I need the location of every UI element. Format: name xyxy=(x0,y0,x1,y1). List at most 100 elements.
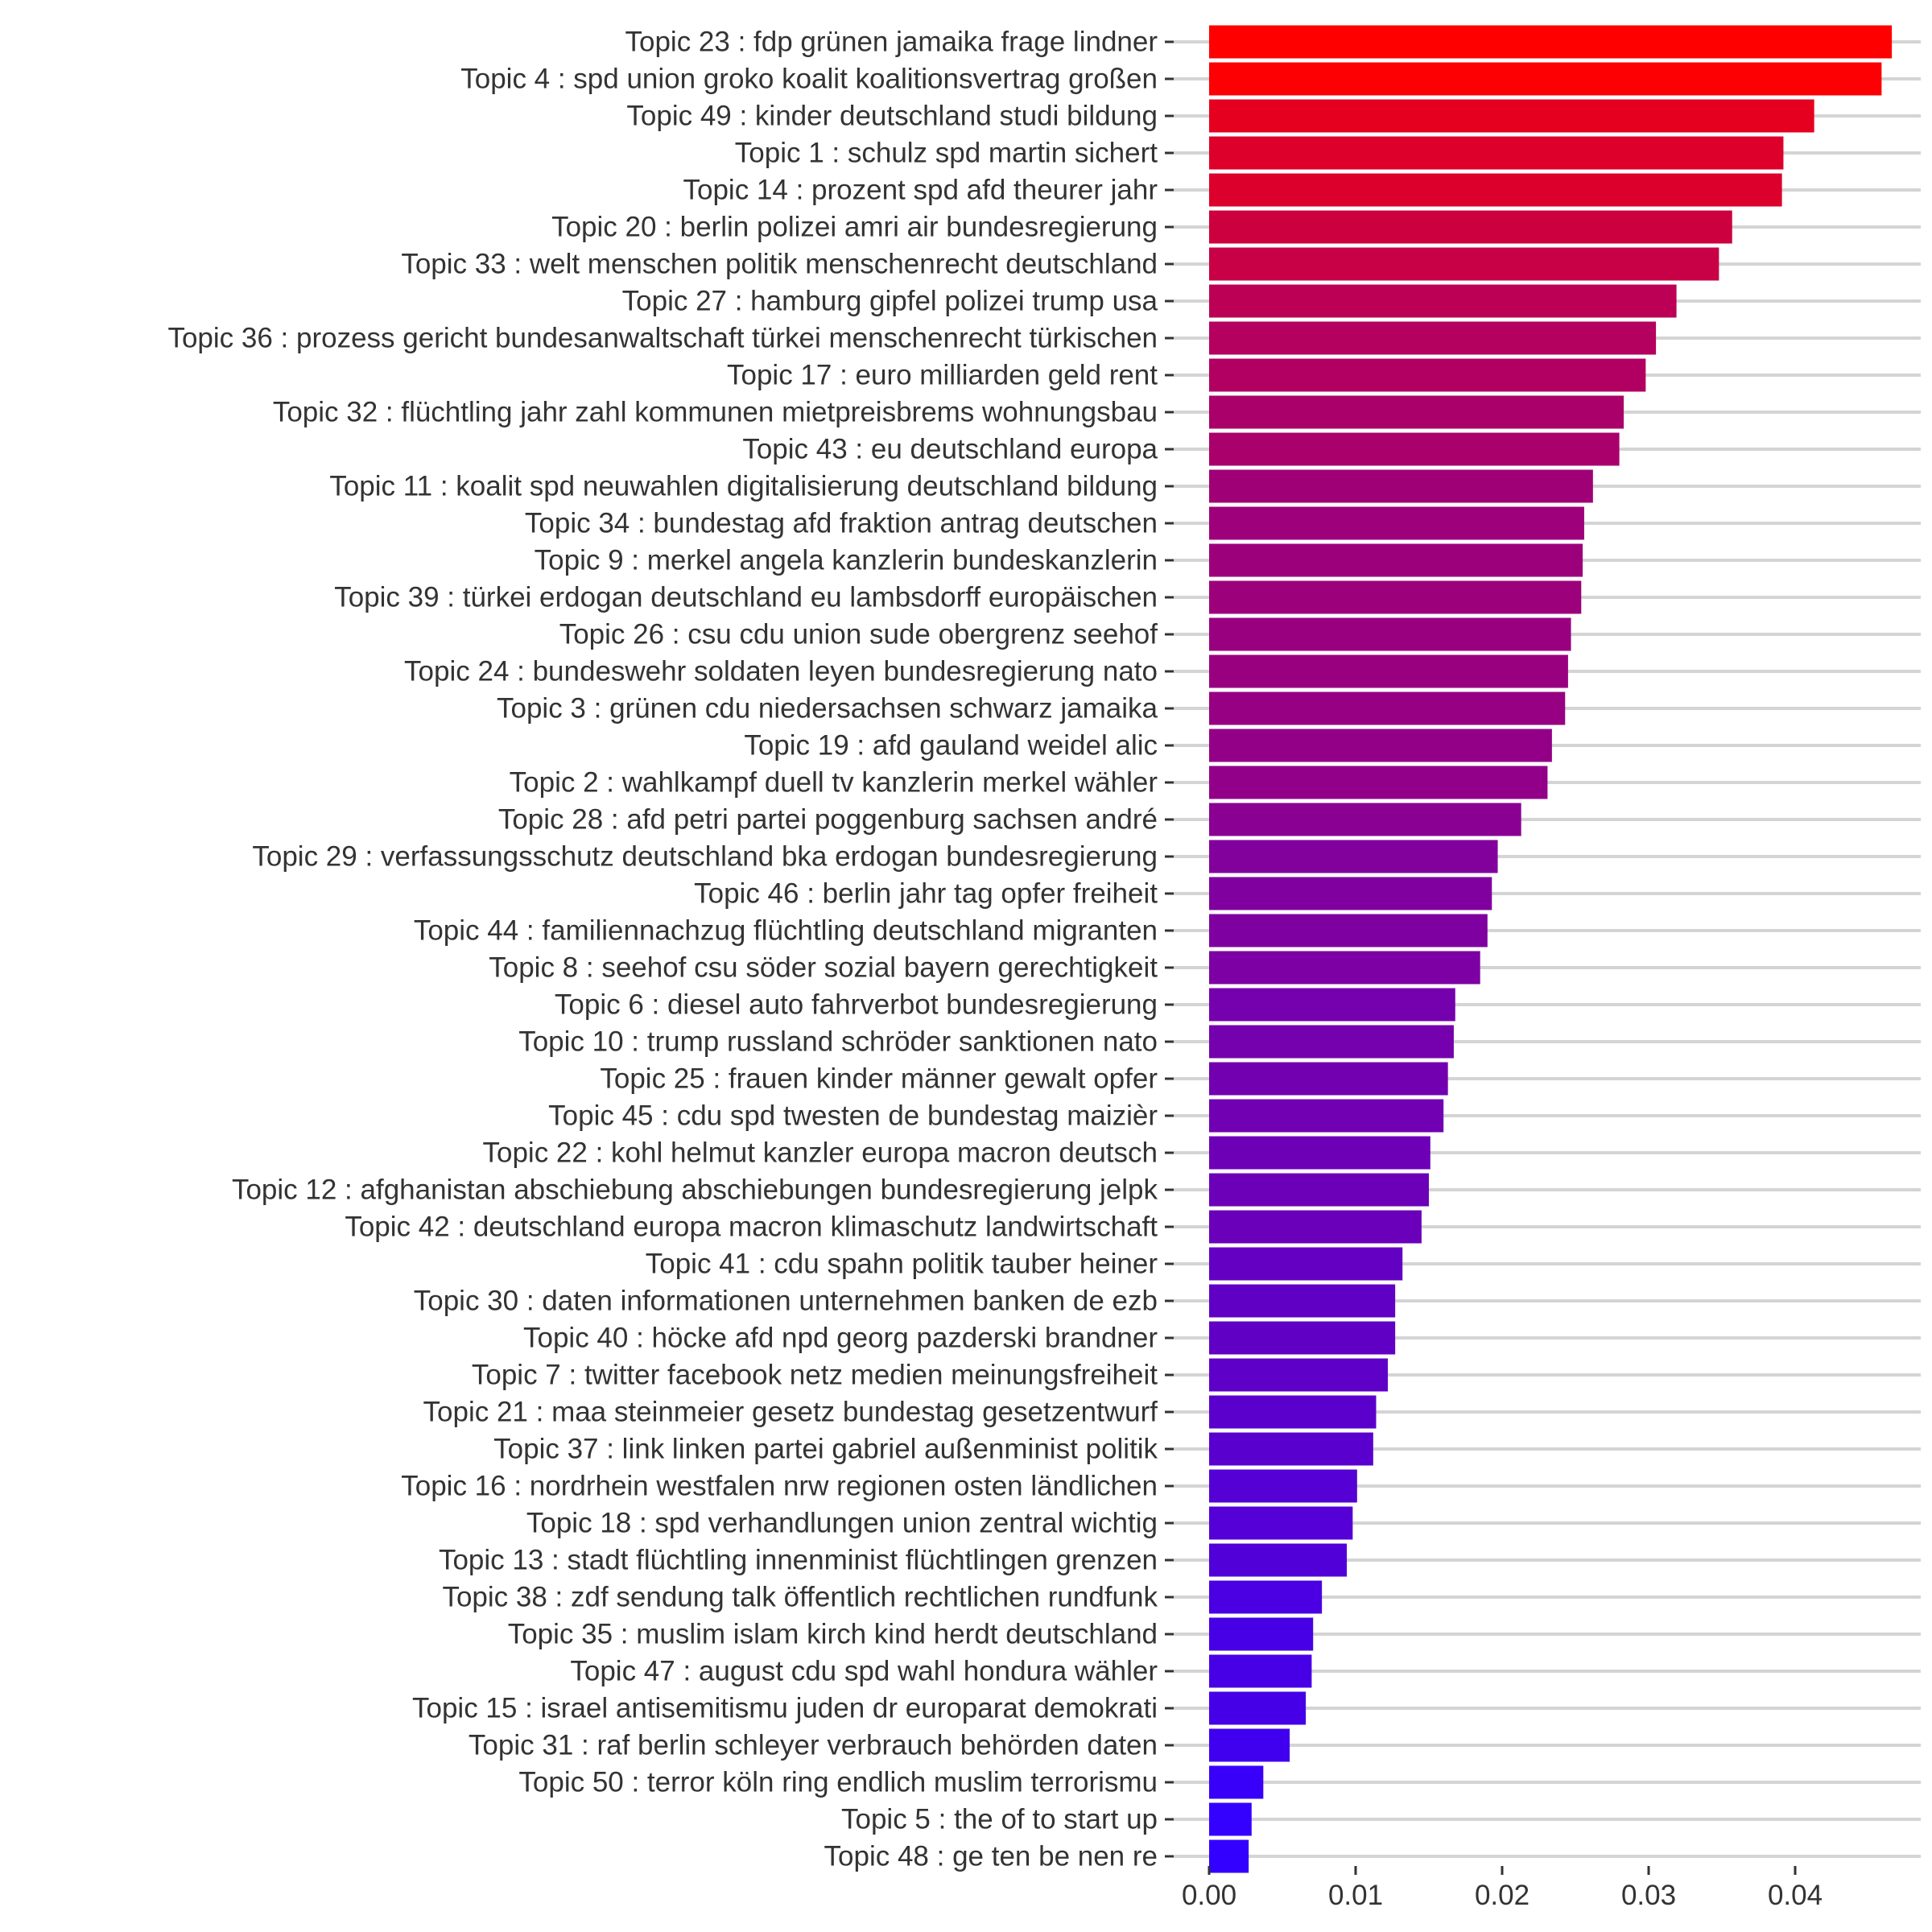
bar-topic-22 xyxy=(1209,803,1521,836)
category-label: Topic 4 : spd union groko koalit koaliti… xyxy=(460,64,1158,95)
bar-topic-26 xyxy=(1209,951,1480,985)
category-label: Topic 16 : nordrhein westfalen nrw regio… xyxy=(401,1471,1158,1502)
category-label: Topic 15 : israel antisemitismu juden dr… xyxy=(412,1693,1158,1724)
bar-topic-32 xyxy=(1209,1173,1429,1207)
category-label: Topic 22 : kohl helmut kanzler europa ma… xyxy=(482,1137,1158,1169)
category-labels: Topic 23 : fdp grünen jamaika frage lind… xyxy=(167,27,1174,1872)
category-label: Topic 24 : bundeswehr soldaten leyen bun… xyxy=(404,656,1158,687)
bar-topic-8 xyxy=(1209,284,1677,318)
category-label: Topic 26 : csu cdu union sude obergrenz … xyxy=(559,619,1158,650)
category-label: Topic 39 : türkei erdogan deutschland eu… xyxy=(334,582,1158,613)
category-label: Topic 37 : link linken partei gabriel au… xyxy=(493,1434,1158,1465)
category-label: Topic 17 : euro milliarden geld rent xyxy=(727,360,1158,391)
bar-topic-15 xyxy=(1209,543,1583,577)
bar-topic-48 xyxy=(1209,1765,1264,1799)
category-label: Topic 42 : deutschland europa macron kli… xyxy=(345,1212,1158,1243)
bar-topic-27 xyxy=(1209,988,1455,1022)
category-label: Topic 36 : prozess gericht bundesanwalts… xyxy=(167,323,1158,354)
category-label: Topic 11 : koalit spd neuwahlen digitali… xyxy=(329,471,1158,502)
bar-topic-6 xyxy=(1209,210,1732,244)
bar-topic-43 xyxy=(1209,1580,1323,1614)
category-label: Topic 45 : cdu spd twesten de bundestag … xyxy=(548,1100,1158,1132)
category-label: Topic 48 : ge ten be nen re xyxy=(824,1841,1158,1872)
category-label: Topic 18 : spd verhandlungen union zentr… xyxy=(526,1508,1158,1539)
category-label: Topic 2 : wahlkampf duell tv kanzlerin m… xyxy=(510,767,1158,799)
category-label: Topic 40 : höcke afd npd georg pazderski… xyxy=(523,1323,1158,1354)
category-label: Topic 21 : maa steinmeier gesetz bundest… xyxy=(423,1397,1158,1428)
bar-topic-11 xyxy=(1209,395,1624,429)
bar-topic-16 xyxy=(1209,580,1582,614)
bar-topic-36 xyxy=(1209,1321,1396,1355)
bar-topic-42 xyxy=(1209,1543,1348,1577)
bar-topic-40 xyxy=(1209,1469,1357,1503)
category-label: Topic 6 : diesel auto fahrverbot bundesr… xyxy=(555,989,1158,1021)
category-label: Topic 35 : muslim islam kirch kind herdt… xyxy=(508,1619,1158,1650)
category-label: Topic 41 : cdu spahn politik tauber hein… xyxy=(646,1249,1158,1280)
category-label: Topic 38 : zdf sendung talk öffentlich r… xyxy=(442,1582,1158,1613)
x-tick-label: 0.00 xyxy=(1182,1880,1236,1911)
bar-topic-17 xyxy=(1209,617,1571,651)
category-label: Topic 13 : stadt flüchtling innenminist … xyxy=(439,1545,1158,1576)
bar-topic-18 xyxy=(1209,654,1568,688)
bar-topic-31 xyxy=(1209,1136,1430,1170)
bar-topic-44 xyxy=(1209,1617,1314,1651)
bars xyxy=(1209,25,1893,1873)
x-tick-label: 0.02 xyxy=(1475,1880,1530,1911)
category-label: Topic 19 : afd gauland weidel alic xyxy=(744,730,1158,762)
bar-topic-38 xyxy=(1209,1395,1377,1429)
category-label: Topic 28 : afd petri partei poggenburg s… xyxy=(498,804,1158,836)
x-tick-label: 0.03 xyxy=(1621,1880,1676,1911)
bar-topic-37 xyxy=(1209,1358,1389,1392)
bar-topic-30 xyxy=(1209,1099,1444,1133)
category-label: Topic 25 : frauen kinder männer gewalt o… xyxy=(600,1063,1158,1095)
bar-topic-25 xyxy=(1209,914,1488,947)
category-label: Topic 7 : twitter facebook netz medien m… xyxy=(472,1360,1158,1391)
bar-topic-39 xyxy=(1209,1432,1373,1466)
bar-topic-49 xyxy=(1209,1802,1252,1836)
category-label: Topic 29 : verfassungsschutz deutschland… xyxy=(252,841,1158,873)
x-tick-label: 0.04 xyxy=(1768,1880,1823,1911)
bar-topic-34 xyxy=(1209,1247,1403,1281)
category-label: Topic 27 : hamburg gipfel polizei trump … xyxy=(622,286,1158,317)
bar-topic-24 xyxy=(1209,877,1492,910)
bar-topic-28 xyxy=(1209,1025,1454,1059)
category-label: Topic 8 : seehof csu söder sozial bayern… xyxy=(489,952,1158,984)
bar-topic-10 xyxy=(1209,358,1646,392)
bar-topic-33 xyxy=(1209,1210,1422,1244)
category-label: Topic 49 : kinder deutschland studi bild… xyxy=(626,101,1158,132)
bar-topic-4 xyxy=(1209,136,1784,170)
category-label: Topic 5 : the of to start up xyxy=(841,1804,1158,1835)
category-label: Topic 20 : berlin polizei amri air bunde… xyxy=(551,212,1158,243)
bar-topic-35 xyxy=(1209,1284,1396,1318)
bar-topic-12 xyxy=(1209,432,1620,466)
category-label: Topic 1 : schulz spd martin sichert xyxy=(735,138,1158,169)
bar-topic-3 xyxy=(1209,99,1814,133)
category-label: Topic 44 : familiennachzug flüchtling de… xyxy=(414,915,1158,947)
category-label: Topic 31 : raf berlin schleyer verbrauch… xyxy=(469,1730,1158,1761)
bar-topic-19 xyxy=(1209,691,1566,725)
category-label: Topic 34 : bundestag afd fraktion antrag… xyxy=(525,508,1158,539)
category-label: Topic 46 : berlin jahr tag opfer freihei… xyxy=(694,878,1158,910)
bar-topic-45 xyxy=(1209,1654,1312,1688)
bar-topic-5 xyxy=(1209,173,1782,207)
bar-topic-1 xyxy=(1209,25,1893,59)
category-label: Topic 47 : august cdu spd wahl hondura w… xyxy=(570,1656,1158,1687)
bar-topic-29 xyxy=(1209,1062,1448,1096)
category-label: Topic 50 : terror köln ring endlich musl… xyxy=(518,1767,1158,1798)
bar-topic-41 xyxy=(1209,1506,1353,1540)
category-label: Topic 32 : flüchtling jahr zahl kommunen… xyxy=(273,397,1158,428)
x-axis: 0.00 0.01 0.02 0.03 0.04 xyxy=(1182,1866,1823,1911)
category-label: Topic 12 : afghanistan abschiebung absch… xyxy=(232,1174,1158,1206)
bar-topic-20 xyxy=(1209,729,1552,762)
category-label: Topic 43 : eu deutschland europa xyxy=(742,434,1158,465)
category-label: Topic 10 : trump russland schröder sankt… xyxy=(518,1026,1158,1058)
bar-topic-2 xyxy=(1209,62,1882,96)
x-tick-label: 0.01 xyxy=(1328,1880,1383,1911)
bar-topic-46 xyxy=(1209,1691,1307,1725)
bar-topic-21 xyxy=(1209,766,1548,799)
bar-topic-23 xyxy=(1209,840,1498,873)
category-label: Topic 33 : welt menschen politik mensche… xyxy=(401,249,1158,280)
bar-topic-9 xyxy=(1209,321,1657,355)
bar-topic-13 xyxy=(1209,469,1593,503)
